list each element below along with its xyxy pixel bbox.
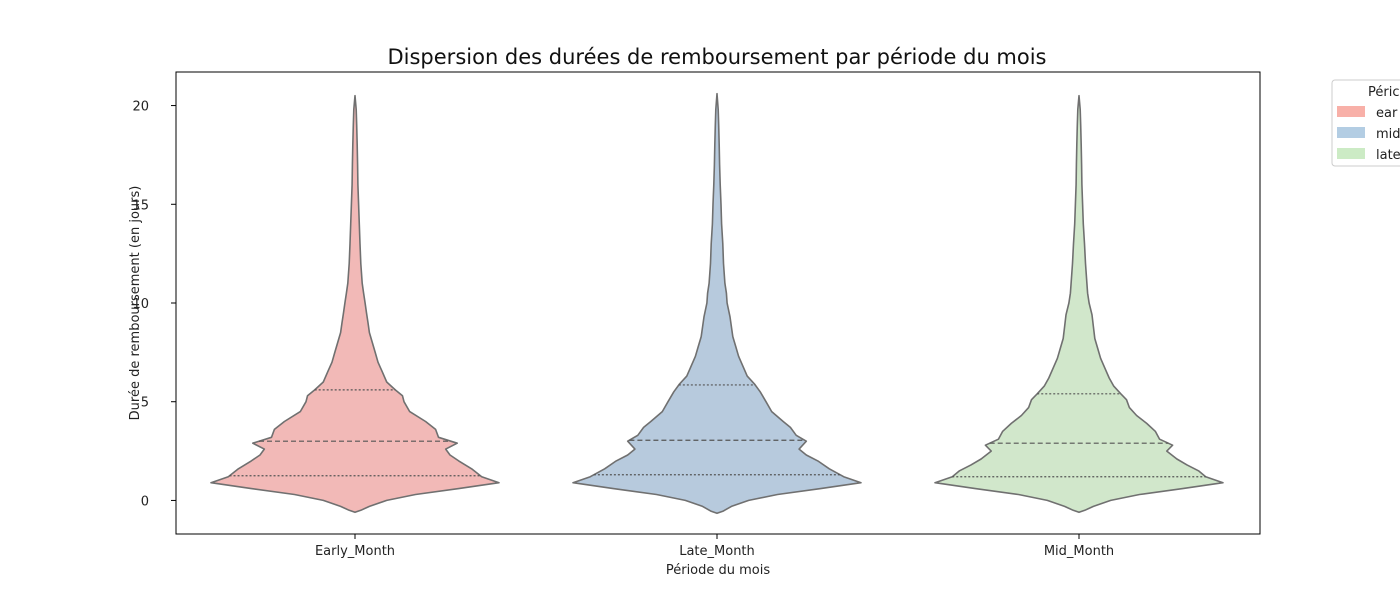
legend-swatch xyxy=(1337,106,1365,117)
violins xyxy=(210,92,1224,515)
legend-title: Péric xyxy=(1368,85,1399,100)
violin-body xyxy=(210,94,500,514)
legend-label: late xyxy=(1376,148,1400,163)
y-axis-title: Durée de remboursement (en jours) xyxy=(128,186,143,421)
y-tick-label: 20 xyxy=(132,100,149,115)
plot-area: 0 5 10 15 20 Early_Month Late_Month Mid_Month xyxy=(132,71,1261,559)
violin-body xyxy=(572,92,862,515)
y-axis-ticks: 0 5 10 15 20 xyxy=(132,100,176,509)
y-tick-label: 5 xyxy=(141,396,149,411)
y-tick-label: 10 xyxy=(132,297,149,312)
violin-mid-month xyxy=(934,94,1224,514)
violin-body xyxy=(934,94,1224,514)
y-tick-label: 0 xyxy=(141,494,149,509)
legend-label: mid xyxy=(1376,127,1400,142)
x-tick-label: Early_Month xyxy=(315,544,395,559)
x-tick-label: Late_Month xyxy=(679,544,755,559)
legend: Péric ear mid late xyxy=(1331,79,1400,167)
x-tick-label: Mid_Month xyxy=(1044,544,1114,559)
violin-late-month xyxy=(572,92,862,515)
legend-frame xyxy=(1331,79,1400,167)
legend-entries: ear mid late xyxy=(1337,106,1400,163)
violin-early-month xyxy=(210,94,500,514)
y-tick-label: 15 xyxy=(132,198,149,213)
x-axis-ticks: Early_Month Late_Month Mid_Month xyxy=(315,534,1114,559)
legend-swatch xyxy=(1337,148,1365,159)
legend-label: ear xyxy=(1376,106,1398,121)
chart-title: Dispersion des durées de remboursement p… xyxy=(387,45,1046,69)
x-axis-title: Période du mois xyxy=(666,563,771,578)
legend-swatch xyxy=(1337,127,1365,138)
